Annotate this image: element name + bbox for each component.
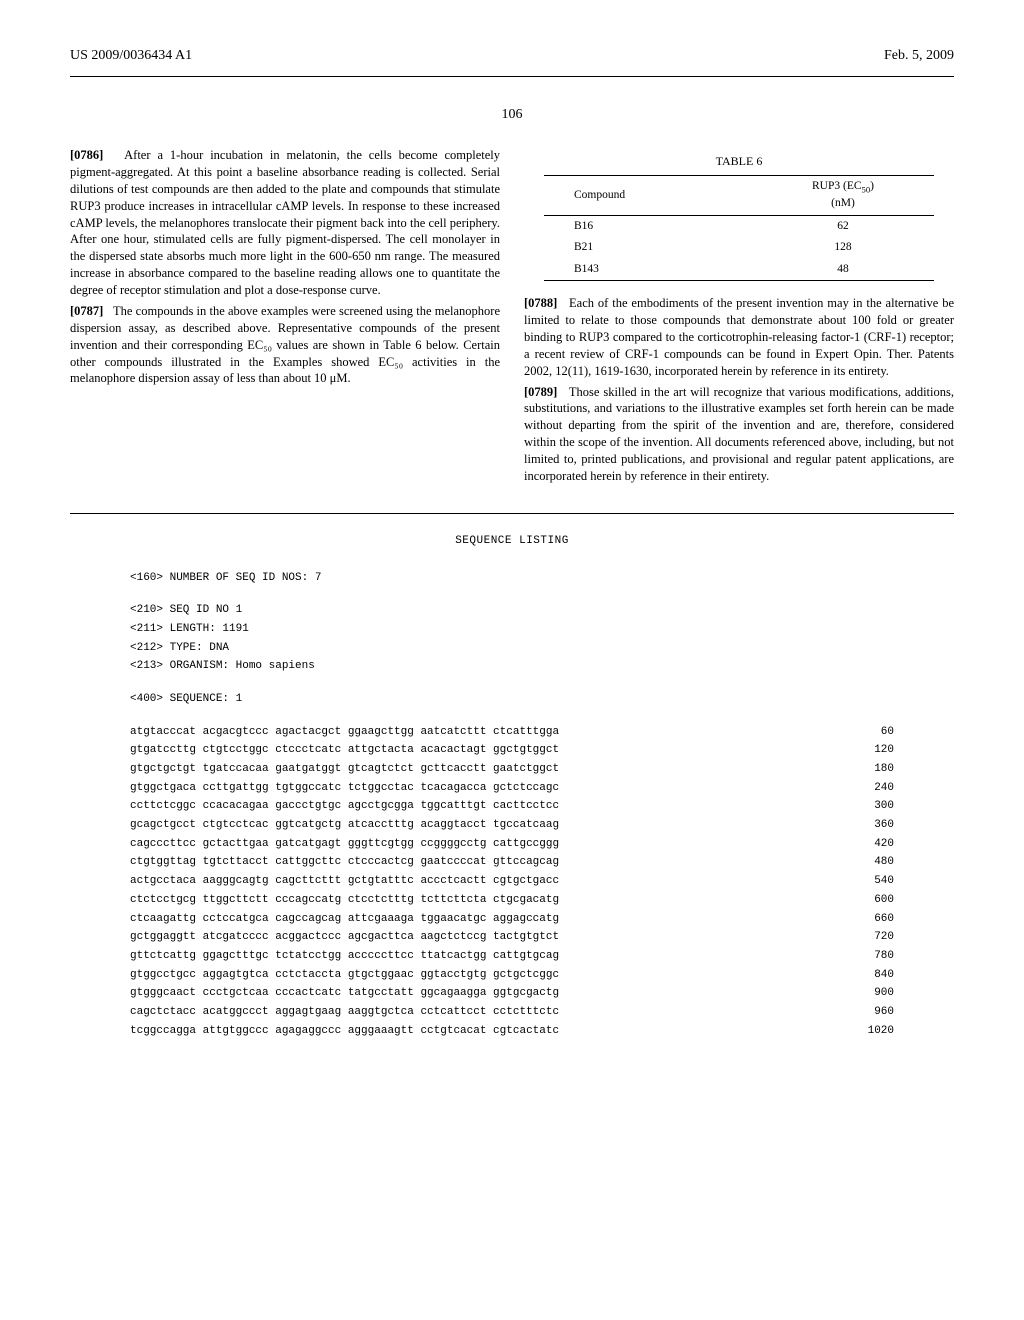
sequence-position: 600 [844, 891, 894, 910]
sequence-row: actgcctaca aagggcagtg cagcttcttt gctgtat… [130, 872, 894, 891]
sequence-position: 240 [844, 779, 894, 798]
table-cell: 128 [752, 237, 934, 259]
sequence-row: ctcaagattg cctccatgca cagccagcag attcgaa… [130, 910, 894, 929]
sequence-data: atgtacccat acgacgtccc agactacgct ggaagct… [130, 723, 559, 742]
sequence-position: 840 [844, 966, 894, 985]
sequence-position: 300 [844, 797, 894, 816]
sequence-row: gtggctgaca ccttgattgg tgtggccatc tctggcc… [130, 779, 894, 798]
sequence-position: 900 [844, 984, 894, 1003]
sequence-meta-block: <160> NUMBER OF SEQ ID NOS: 7 [130, 569, 894, 588]
sequence-row: gctggaggtt atcgatcccc acggactccc agcgact… [130, 928, 894, 947]
header-rule [70, 76, 954, 77]
sequence-row: gtgctgctgt tgatccacaa gaatgatggt gtcagtc… [130, 760, 894, 779]
sequence-row: ctctcctgcg ttggcttctt cccagccatg ctcctct… [130, 891, 894, 910]
sequence-data: tcggccagga attgtggccc agagaggccc agggaaa… [130, 1022, 559, 1041]
seq-meta-line: <212> TYPE: DNA [130, 639, 894, 658]
paragraph: [0788] Each of the embodiments of the pr… [524, 295, 954, 379]
sequence-data: gtgatccttg ctgtcctggc ctccctcatc attgcta… [130, 741, 559, 760]
sequence-rows: atgtacccat acgacgtccc agactacgct ggaagct… [130, 723, 894, 1041]
sequence-row: ctgtggttag tgtcttacct cattggcttc ctcccac… [130, 853, 894, 872]
sequence-position: 120 [844, 741, 894, 760]
sequence-meta-block: <400> SEQUENCE: 1 [130, 690, 894, 709]
sequence-position: 360 [844, 816, 894, 835]
sequence-position: 540 [844, 872, 894, 891]
sequence-row: gtgatccttg ctgtcctggc ctccctcatc attgcta… [130, 741, 894, 760]
sequence-meta-block: <210> SEQ ID NO 1 <211> LENGTH: 1191 <21… [130, 601, 894, 676]
para-text: The compounds in the above examples were… [70, 304, 500, 386]
table-row: B143 48 [544, 259, 934, 281]
patent-date: Feb. 5, 2009 [884, 48, 954, 64]
sequence-title: SEQUENCE LISTING [130, 532, 894, 551]
seq-meta-line: <210> SEQ ID NO 1 [130, 601, 894, 620]
sequence-data: gctggaggtt atcgatcccc acggactccc agcgact… [130, 928, 559, 947]
sequence-data: ccttctcggc ccacacagaa gaccctgtgc agcctgc… [130, 797, 559, 816]
seq-meta-line: <160> NUMBER OF SEQ ID NOS: 7 [130, 569, 894, 588]
sequence-data: ctcaagattg cctccatgca cagccagcag attcgaa… [130, 910, 559, 929]
para-text: Each of the embodiments of the present i… [524, 296, 954, 378]
sequence-row: cagctctacc acatggccct aggagtgaag aaggtgc… [130, 1003, 894, 1022]
para-num: [0789] [524, 385, 557, 399]
paragraph: [0789] Those skilled in the art will rec… [524, 384, 954, 485]
sequence-listing: SEQUENCE LISTING <160> NUMBER OF SEQ ID … [70, 513, 954, 1041]
seq-meta-line: <213> ORGANISM: Homo sapiens [130, 657, 894, 676]
sequence-row: tcggccagga attgtggccc agagaggccc agggaaa… [130, 1022, 894, 1041]
para-num: [0786] [70, 148, 103, 162]
table-header: RUP3 (EC50)(nM) [752, 176, 934, 215]
table-row: B16 62 [544, 215, 934, 237]
sequence-data: gtggctgaca ccttgattgg tgtggccatc tctggcc… [130, 779, 559, 798]
sequence-row: gttctcattg ggagctttgc tctatcctgg accccct… [130, 947, 894, 966]
body-columns: [0786] After a 1-hour incubation in mela… [70, 147, 954, 489]
patent-number: US 2009/0036434 A1 [70, 48, 192, 64]
paragraph: [0786] After a 1-hour incubation in mela… [70, 147, 500, 299]
sequence-row: atgtacccat acgacgtccc agactacgct ggaagct… [130, 723, 894, 742]
sequence-row: gcagctgcct ctgtcctcac ggtcatgctg atcacct… [130, 816, 894, 835]
sequence-row: gtgggcaact ccctgctcaa cccactcatc tatgcct… [130, 984, 894, 1003]
sequence-data: actgcctaca aagggcagtg cagcttcttt gctgtat… [130, 872, 559, 891]
sequence-data: ctctcctgcg ttggcttctt cccagccatg ctcctct… [130, 891, 559, 910]
table-row: B21 128 [544, 237, 934, 259]
sequence-position: 420 [844, 835, 894, 854]
sequence-data: gcagctgcct ctgtcctcac ggtcatgctg atcacct… [130, 816, 559, 835]
sequence-row: gtggcctgcc aggagtgtca cctctaccta gtgctgg… [130, 966, 894, 985]
sequence-data: gtgctgctgt tgatccacaa gaatgatggt gtcagtc… [130, 760, 559, 779]
para-text: Those skilled in the art will recognize … [524, 385, 954, 483]
sequence-position: 660 [844, 910, 894, 929]
left-column: [0786] After a 1-hour incubation in mela… [70, 147, 500, 489]
sequence-data: gttctcattg ggagctttgc tctatcctgg accccct… [130, 947, 559, 966]
page-number: 106 [70, 107, 954, 123]
table-cell: B21 [544, 237, 752, 259]
sequence-data: gtgggcaact ccctgctcaa cccactcatc tatgcct… [130, 984, 559, 1003]
table-6: TABLE 6 Compound RUP3 (EC50)(nM) B16 62 … [544, 153, 934, 281]
sequence-position: 780 [844, 947, 894, 966]
table-cell: B16 [544, 215, 752, 237]
sequence-data: gtggcctgcc aggagtgtca cctctaccta gtgctgg… [130, 966, 559, 985]
sequence-position: 960 [844, 1003, 894, 1022]
sequence-position: 60 [844, 723, 894, 742]
seq-meta-line: <400> SEQUENCE: 1 [130, 690, 894, 709]
page-header: US 2009/0036434 A1 Feb. 5, 2009 [70, 48, 954, 70]
table-header: Compound [544, 176, 752, 215]
sequence-position: 720 [844, 928, 894, 947]
sequence-row: ccttctcggc ccacacagaa gaccctgtgc agcctgc… [130, 797, 894, 816]
sequence-data: cagcccttcc gctacttgaa gatcatgagt gggttcg… [130, 835, 559, 854]
sequence-data: ctgtggttag tgtcttacct cattggcttc ctcccac… [130, 853, 559, 872]
sequence-row: cagcccttcc gctacttgaa gatcatgagt gggttcg… [130, 835, 894, 854]
para-text: After a 1-hour incubation in melatonin, … [70, 148, 500, 297]
table-cell: 48 [752, 259, 934, 281]
para-num: [0787] [70, 304, 103, 318]
table-cell: 62 [752, 215, 934, 237]
table-title: TABLE 6 [544, 153, 934, 169]
para-num: [0788] [524, 296, 557, 310]
compound-table: Compound RUP3 (EC50)(nM) B16 62 B21 128 … [544, 175, 934, 281]
sequence-data: cagctctacc acatggccct aggagtgaag aaggtgc… [130, 1003, 559, 1022]
right-column: TABLE 6 Compound RUP3 (EC50)(nM) B16 62 … [524, 147, 954, 489]
sequence-position: 1020 [844, 1022, 894, 1041]
sequence-position: 480 [844, 853, 894, 872]
table-cell: B143 [544, 259, 752, 281]
table-header-row: Compound RUP3 (EC50)(nM) [544, 176, 934, 215]
seq-meta-line: <211> LENGTH: 1191 [130, 620, 894, 639]
paragraph: [0787] The compounds in the above exampl… [70, 303, 500, 387]
sequence-position: 180 [844, 760, 894, 779]
